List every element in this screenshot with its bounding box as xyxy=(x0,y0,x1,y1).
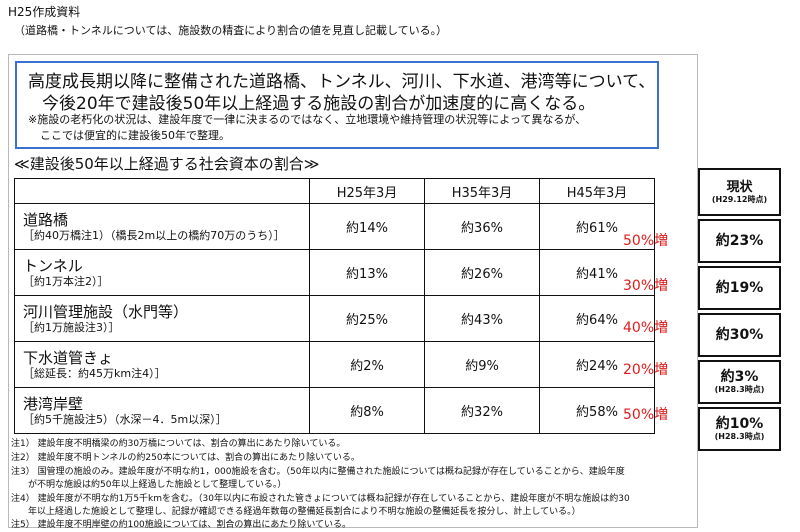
table-cell: 約58% xyxy=(539,387,655,434)
column-header: H35年3月 xyxy=(424,178,540,204)
row-note: ［約1万本注2）］ xyxy=(23,274,109,288)
table-cell: 約32% xyxy=(424,387,540,434)
footnote: が不明な施設は約50年以上経過した施設として整理している。） xyxy=(28,480,287,490)
row-label: トンネル ［約1万本注2）］ xyxy=(14,249,310,296)
table-cell: 約14% xyxy=(309,203,425,250)
table-row: 河川管理施設（水門等） ［約1万施設注3）］ 約25% 約43% 約64% xyxy=(14,295,655,342)
current-cell: 約3% (H28.3時点) xyxy=(698,360,781,404)
table-cell: 約2% xyxy=(309,341,425,388)
table-cell: 約25% xyxy=(309,295,425,342)
table-header-row: H25年3月 H35年3月 H45年3月 xyxy=(14,178,655,204)
table-cell: 約13% xyxy=(309,249,425,296)
current-status-table: 現状 (H29.12時点) 約23% 約19% 約30% 約3% (H28.3時… xyxy=(698,165,781,454)
current-note: (H28.3時点) xyxy=(714,385,765,394)
table-cell: 約61% xyxy=(539,203,655,250)
source-title: H25作成資料 xyxy=(8,5,81,19)
headline-line-1: 高度成長期以降に整備された道路橋、トンネル、河川、下水道、港湾等について、 xyxy=(28,72,656,92)
table-cell: 約43% xyxy=(424,295,540,342)
current-value: 約23% xyxy=(715,233,764,249)
row-name: 下水道管きょ xyxy=(23,348,114,367)
footnote: 注5） 建設年度不明岸壁の約100施設については、割合の算出にあたり除いている。 xyxy=(11,520,352,530)
current-value: 約30% xyxy=(715,327,764,343)
table-cell: 約26% xyxy=(424,249,540,296)
increase-label: 20%増 xyxy=(623,362,669,378)
current-cell: 約19% xyxy=(698,266,781,310)
ratio-table: H25年3月 H35年3月 H45年3月 道路橋 ［約40万橋注1）（橋長2m以… xyxy=(14,178,655,434)
current-cell: 約23% xyxy=(698,219,781,263)
table-cell: 約36% xyxy=(424,203,540,250)
table-cell: 約24% xyxy=(539,341,655,388)
current-header: 現状 (H29.12時点) xyxy=(698,168,781,216)
table-cell: 約8% xyxy=(309,387,425,434)
row-label: 下水道管きょ ［総延長：約45万km注4）］ xyxy=(14,341,310,388)
row-note: ［総延長：約45万km注4）］ xyxy=(23,366,166,380)
content-frame xyxy=(8,54,698,528)
current-note: (H28.3時点) xyxy=(714,432,765,441)
row-label: 道路橋 ［約40万橋注1）（橋長2m以上の橋約70万のうち）］ xyxy=(14,203,310,250)
table-title: ≪建設後50年以上経過する社会資本の割合≫ xyxy=(14,155,320,173)
headline-note-line-2: ここでは便宜的に建設後50年で整理。 xyxy=(40,129,230,142)
footnote: 注2） 建設年度不明トンネルの約250本については、割合の算出にあたり除いている… xyxy=(11,453,360,463)
increase-label: 30%増 xyxy=(623,278,669,294)
table-row: 港湾岸壁 ［約5千施設注5）（水深－4．5m以深）］ 約8% 約32% 約58% xyxy=(14,387,655,434)
footnote: 年以上経過した施設として整理し、記録が確認できる経過年数毎の整備延長割合により不… xyxy=(28,507,581,517)
table-row: 道路橋 ［約40万橋注1）（橋長2m以上の橋約70万のうち）］ 約14% 約36… xyxy=(14,203,655,250)
current-cell: 約10% (H28.3時点) xyxy=(698,407,781,451)
table-row: 下水道管きょ ［総延長：約45万km注4）］ 約2% 約9% 約24% xyxy=(14,341,655,388)
current-header-label: 現状 xyxy=(726,179,753,195)
footnote: 注4） 建設年度が不明な約1万5千kmを含む。（30年以内に布設された管きょにつ… xyxy=(11,494,630,504)
current-cell: 約30% xyxy=(698,313,781,357)
row-note: ［約40万橋注1）（橋長2m以上の橋約70万のうち）］ xyxy=(23,228,285,242)
column-header: H45年3月 xyxy=(539,178,655,204)
headline-note-line-1: ※施設の老朽化の状況は、建設年度で一律に決まるのではなく、立地環境や維持管理の状… xyxy=(28,113,587,126)
row-name: 港湾岸壁 xyxy=(23,394,84,413)
current-value: 約3% xyxy=(720,369,759,385)
column-header: H25年3月 xyxy=(309,178,425,204)
source-note: （道路橋・トンネルについては、施設数の精査により割合の値を見直し記載している。） xyxy=(14,24,448,37)
footnote: 注1） 建設年度不明橋梁の約30万橋については、割合の算出にあたり除いている。 xyxy=(11,439,346,449)
row-note: ［約5千施設注5）（水深－4．5m以深）］ xyxy=(23,412,227,426)
row-name: 道路橋 xyxy=(23,210,69,229)
current-header-note: (H29.12時点) xyxy=(711,194,768,204)
table-row: トンネル ［約1万本注2）］ 約13% 約26% 約41% xyxy=(14,249,655,296)
table-cell: 約9% xyxy=(424,341,540,388)
current-value: 約19% xyxy=(715,280,764,296)
current-value: 約10% xyxy=(715,416,764,432)
increase-label: 50%増 xyxy=(623,407,669,423)
row-label: 港湾岸壁 ［約5千施設注5）（水深－4．5m以深）］ xyxy=(14,387,310,434)
headline-box xyxy=(15,61,659,149)
row-note: ［約1万施設注3）］ xyxy=(23,320,120,334)
row-name: 河川管理施設（水門等） xyxy=(23,302,189,321)
row-label: 河川管理施設（水門等） ［約1万施設注3）］ xyxy=(14,295,310,342)
increase-label: 50%増 xyxy=(623,233,669,249)
footnote: 注3） 国管理の施設のみ。建設年度が不明な約1，000施設を含む。（50年以内に… xyxy=(11,467,625,477)
header-blank xyxy=(14,178,310,204)
headline-line-2: 今後20年で建設後50年以上経過する施設の割合が加速度的に高くなる。 xyxy=(42,94,596,114)
increase-label: 40%増 xyxy=(623,320,669,336)
row-name: トンネル xyxy=(23,256,83,275)
table-cell: 約64% xyxy=(539,295,655,342)
